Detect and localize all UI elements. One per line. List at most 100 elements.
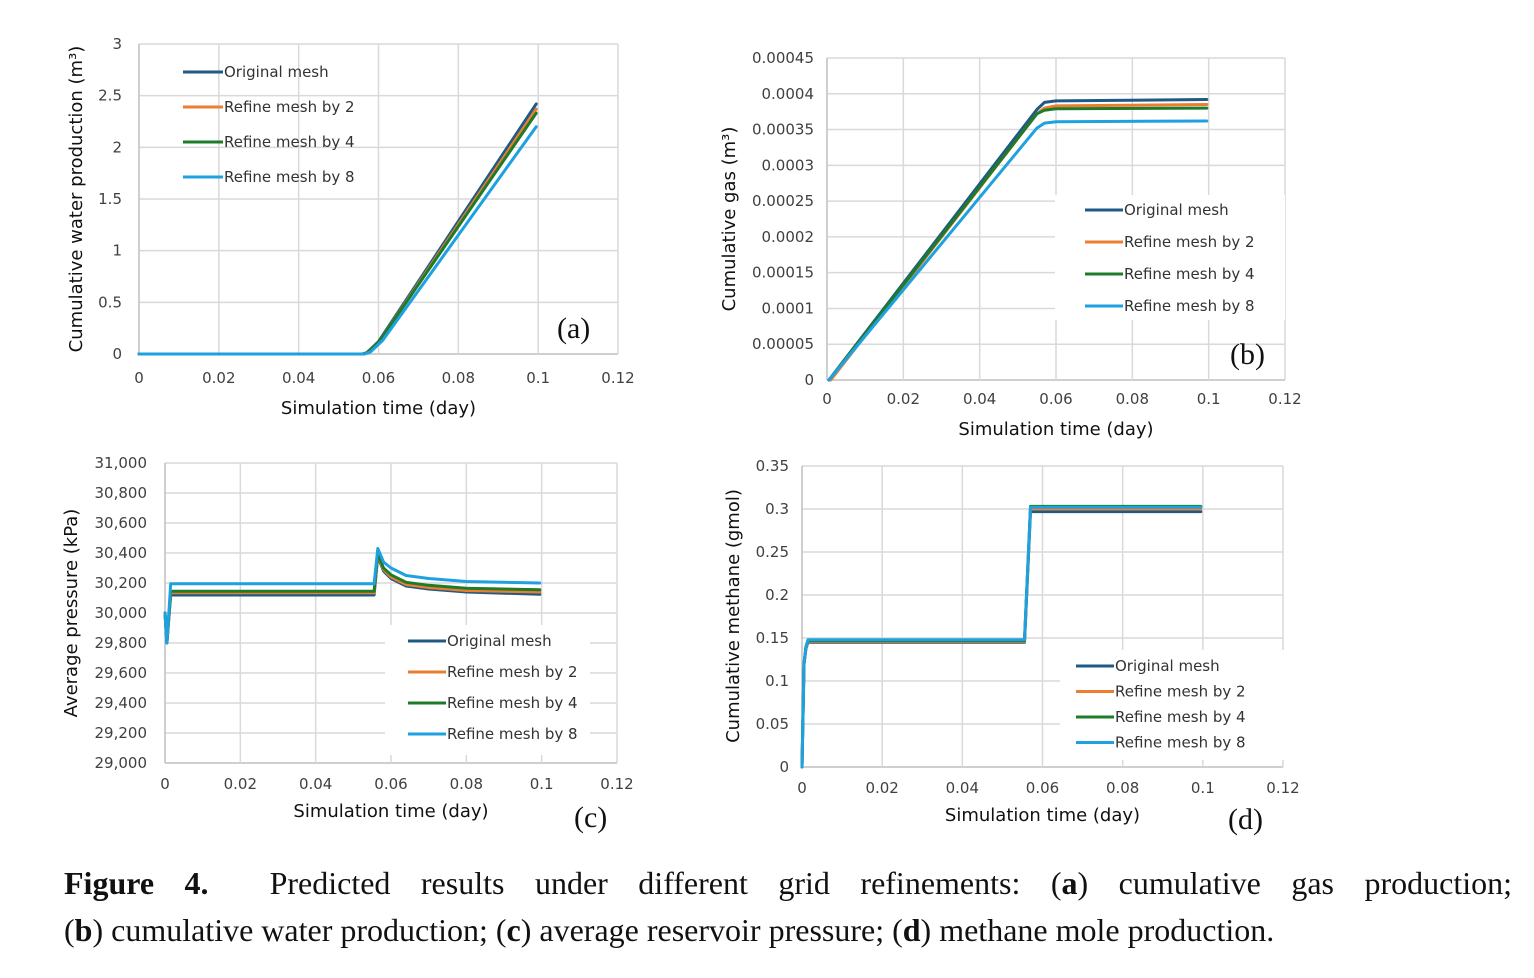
caption-key-a: a — [1061, 865, 1078, 901]
caption-item-b: cumulative water production; — [111, 912, 488, 948]
chart-c: 29,000 29,200 29,400 29,600 29,800 30,000 30,2… — [61, 454, 634, 834]
y-tick-label: 0.3 — [765, 500, 789, 518]
x-axis-title: Simulation time (day) — [293, 801, 488, 822]
legend-entry: Refine mesh by 2 — [224, 98, 355, 116]
panel-label: (c) — [574, 801, 607, 834]
y-tick-label: 30,800 — [95, 484, 148, 502]
caption-key-d: d — [902, 912, 921, 948]
legend-entry: Refine mesh by 4 — [1115, 708, 1246, 726]
legend-entry: Refine mesh by 8 — [1115, 734, 1246, 752]
x-tick-label: 0.06 — [362, 369, 395, 387]
x-tick-label: 0 — [134, 369, 144, 387]
legend-entry: Refine mesh by 8 — [224, 168, 355, 186]
panel-label: (d) — [1228, 803, 1263, 836]
series-line-refine-mesh-by-8 — [137, 125, 538, 356]
caption-key-c: c — [506, 912, 521, 948]
y-tick-label: 0.5 — [98, 293, 122, 311]
series-line-refine-mesh-by-8 — [163, 547, 542, 645]
y-tick-label: 0.00045 — [752, 49, 814, 67]
x-axis-title: Simulation time (day) — [281, 398, 476, 419]
figure-caption: Figure 4. Predicted results under differ… — [64, 860, 1512, 954]
x-tick-label: 0.06 — [1039, 390, 1072, 408]
caption-item-d: methane mole production. — [939, 912, 1275, 948]
x-tick-label: 0.12 — [600, 775, 633, 793]
y-tick-label: 30,200 — [95, 574, 148, 592]
y-tick-label: 0.00035 — [752, 121, 814, 139]
x-tick-label: 0.12 — [1266, 779, 1299, 797]
legend-entry: Refine mesh by 4 — [224, 133, 355, 151]
x-tick-label: 0.04 — [963, 390, 996, 408]
y-axis-title: Cumulative water production (m³) — [66, 46, 87, 353]
x-tick-label: 0.02 — [224, 775, 257, 793]
x-tick-label: 0.08 — [1116, 390, 1149, 408]
caption-item-c: average reservoir pressure; — [539, 912, 885, 948]
y-axis-title: Cumulative methane (gmol) — [723, 489, 744, 743]
y-tick-label: 2.5 — [98, 87, 122, 105]
chart-d: 0 0.05 0.1 0.15 0.2 0.25 0.3 0.35 0 0.02 0.04 0.06 0… — [723, 457, 1300, 836]
y-tick-label: 0.0003 — [762, 156, 815, 174]
legend-entry: Original mesh — [1124, 201, 1229, 219]
caption-key-b: b — [74, 912, 93, 948]
x-tick-label: 0.02 — [865, 779, 898, 797]
y-tick-label: 0.0002 — [762, 228, 815, 246]
x-tick-label: 0.08 — [450, 775, 483, 793]
y-tick-label: 0 — [804, 371, 814, 389]
y-tick-label: 29,000 — [95, 754, 148, 772]
y-tick-label: 1.5 — [98, 190, 122, 208]
legend-entry: Original mesh — [1115, 657, 1220, 675]
x-tick-label: 0.08 — [1106, 779, 1139, 797]
x-tick-label: 0.08 — [442, 369, 475, 387]
x-tick-label: 0 — [160, 775, 170, 793]
y-tick-label: 0 — [112, 345, 122, 363]
y-tick-label: 0.00005 — [752, 335, 814, 353]
series-line-original-mesh — [827, 98, 1209, 382]
legend-background — [1055, 195, 1285, 320]
y-tick-label: 0.1 — [765, 672, 789, 690]
legend-entry: Original mesh — [224, 63, 329, 81]
x-tick-label: 0 — [797, 779, 807, 797]
y-tick-label: 0.0001 — [762, 299, 815, 317]
legend-entry: Refine mesh by 2 — [1124, 233, 1255, 251]
series-line-refine-mesh-by-8 — [827, 119, 1209, 382]
y-tick-label: 1 — [112, 242, 122, 260]
y-axis-title: Average pressure (kPa) — [61, 509, 82, 718]
x-axis-title: Simulation time (day) — [958, 419, 1153, 440]
y-tick-label: 3 — [112, 35, 122, 53]
x-tick-label: 0.1 — [1191, 779, 1215, 797]
y-tick-label: 0.00025 — [752, 192, 814, 210]
caption-line-1: Figure 4. Predicted results under differ… — [64, 865, 1513, 901]
y-tick-label: 29,800 — [95, 634, 148, 652]
caption-label: Figure 4. — [64, 865, 209, 901]
x-tick-label: 0.1 — [1197, 390, 1221, 408]
y-tick-label: 30,400 — [95, 544, 148, 562]
x-tick-label: 0.04 — [299, 775, 332, 793]
x-tick-label: 0.1 — [530, 775, 554, 793]
panel-label: (b) — [1230, 338, 1265, 371]
x-tick-label: 0.12 — [1268, 390, 1301, 408]
caption-line-2: (b) cumulative water production; (c) ave… — [64, 912, 1275, 948]
legend-entry: Refine mesh by 2 — [447, 663, 578, 681]
y-tick-label: 30,600 — [95, 514, 148, 532]
y-tick-label: 0 — [779, 758, 789, 776]
legend-entry: Original mesh — [447, 632, 552, 650]
y-tick-label: 0.2 — [765, 586, 789, 604]
legend-entry: Refine mesh by 8 — [1124, 297, 1255, 315]
x-tick-label: 0.04 — [946, 779, 979, 797]
y-axis-title: Cumulative gas (m³) — [719, 127, 740, 312]
y-tick-label: 0.00015 — [752, 264, 814, 282]
x-tick-label: 0.06 — [1026, 779, 1059, 797]
y-tick-label: 2 — [112, 138, 122, 156]
x-tick-label: 0.02 — [202, 369, 235, 387]
y-tick-label: 0.25 — [756, 543, 789, 561]
panel-label: (a) — [557, 312, 590, 345]
x-tick-label: 0.12 — [601, 369, 634, 387]
y-tick-label: 30,000 — [95, 604, 148, 622]
y-tick-label: 0.05 — [756, 715, 789, 733]
y-tick-label: 29,200 — [95, 724, 148, 742]
y-tick-label: 31,000 — [95, 454, 148, 472]
y-tick-label: 0.0004 — [762, 85, 815, 103]
legend-entry: Refine mesh by 8 — [447, 725, 578, 743]
legend-entry: Refine mesh by 4 — [1124, 265, 1255, 283]
x-tick-label: 0.1 — [526, 369, 550, 387]
legend-entry: Refine mesh by 2 — [1115, 683, 1246, 701]
